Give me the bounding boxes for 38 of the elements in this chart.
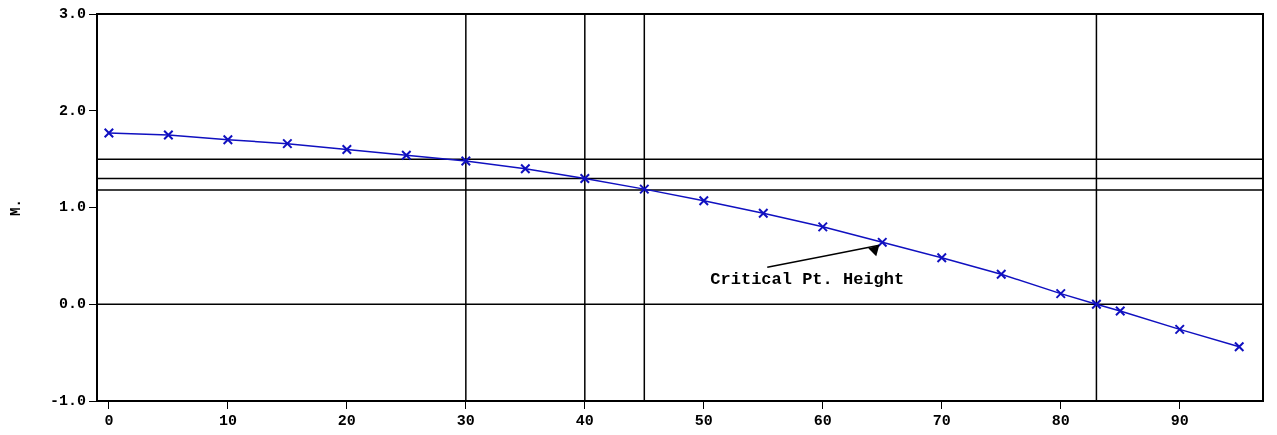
point xyxy=(996,269,1007,280)
y-tick-label: 0.0 xyxy=(58,296,86,314)
point xyxy=(1233,341,1245,353)
point xyxy=(936,252,947,264)
x-tick-label: 10 xyxy=(218,412,237,430)
y-tick-label: -1.0 xyxy=(49,392,86,410)
y-tick-label: 1.0 xyxy=(58,199,86,217)
x-tick-label: 60 xyxy=(813,412,832,430)
point xyxy=(282,138,293,149)
point xyxy=(877,237,888,248)
point xyxy=(163,129,174,141)
point xyxy=(341,144,353,155)
y-tick-label: 2.0 xyxy=(58,102,86,120)
x-tick-label: 50 xyxy=(694,412,713,430)
x-tick-label: 80 xyxy=(1051,412,1070,430)
point xyxy=(1055,288,1066,299)
annotation: Critical Pt. Height xyxy=(710,270,905,290)
x-tick-label: 40 xyxy=(575,412,594,430)
point xyxy=(639,183,650,195)
x-tick-label: 0 xyxy=(104,412,114,430)
point xyxy=(579,173,591,184)
point xyxy=(401,150,412,161)
point xyxy=(698,195,710,206)
x-tick-label: 30 xyxy=(456,412,475,430)
point xyxy=(460,155,472,167)
point xyxy=(1174,324,1185,335)
point xyxy=(520,163,531,175)
point xyxy=(222,134,234,146)
point xyxy=(103,127,115,139)
point xyxy=(758,208,769,219)
x-tick-label: 20 xyxy=(337,412,356,430)
y-tick-label: 3.0 xyxy=(58,5,86,23)
x-tick-label: 70 xyxy=(932,412,951,430)
x-tick-label: 90 xyxy=(1170,412,1189,430)
point xyxy=(1114,305,1126,317)
point xyxy=(817,221,829,233)
point xyxy=(1091,299,1102,310)
y-axis-title: M. xyxy=(7,199,24,216)
